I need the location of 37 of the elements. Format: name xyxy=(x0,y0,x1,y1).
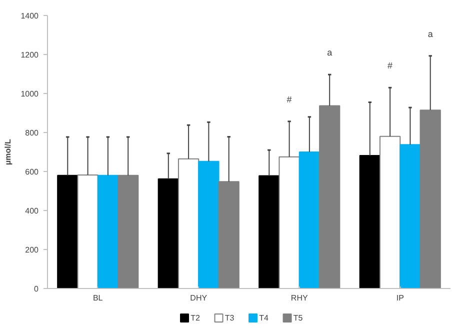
annotation: # xyxy=(388,60,393,71)
y-tick-label: 0 xyxy=(34,284,40,294)
y-tick-label: 1200 xyxy=(20,50,40,60)
bar xyxy=(379,136,401,288)
bar xyxy=(319,105,340,288)
annotation: a xyxy=(327,48,332,58)
x-tick-label: IP xyxy=(396,294,404,302)
y-tick-label: 1000 xyxy=(20,90,40,98)
legend-label: T5 xyxy=(293,314,304,322)
y-tick-label: 400 xyxy=(25,206,40,216)
bar xyxy=(420,110,441,288)
bar xyxy=(278,156,300,288)
x-tick-label: DHY xyxy=(190,294,208,302)
bar xyxy=(158,178,179,288)
bar xyxy=(198,160,220,288)
bar xyxy=(258,175,280,288)
bar xyxy=(359,155,380,288)
y-tick-label: 200 xyxy=(25,246,40,254)
y-tick-label: 800 xyxy=(25,128,40,138)
bar xyxy=(178,158,200,288)
legend-label: T4 xyxy=(259,314,269,322)
bar xyxy=(77,174,98,288)
bar xyxy=(57,174,78,288)
legend-label: T2 xyxy=(190,314,200,322)
y-tick-label: 600 xyxy=(25,168,40,176)
bar xyxy=(298,152,320,288)
x-tick-label: BL xyxy=(92,294,104,302)
annotation: a xyxy=(428,28,433,39)
y-tick-label: 1400 xyxy=(20,12,40,20)
bar xyxy=(400,144,421,288)
bar xyxy=(97,174,119,288)
bar xyxy=(118,174,139,288)
bar xyxy=(218,181,240,288)
y-axis-title: µmol/L xyxy=(4,138,13,165)
x-tick-label: RHY xyxy=(290,294,308,302)
legend-label: T3 xyxy=(224,314,235,322)
annotation: # xyxy=(286,94,292,104)
